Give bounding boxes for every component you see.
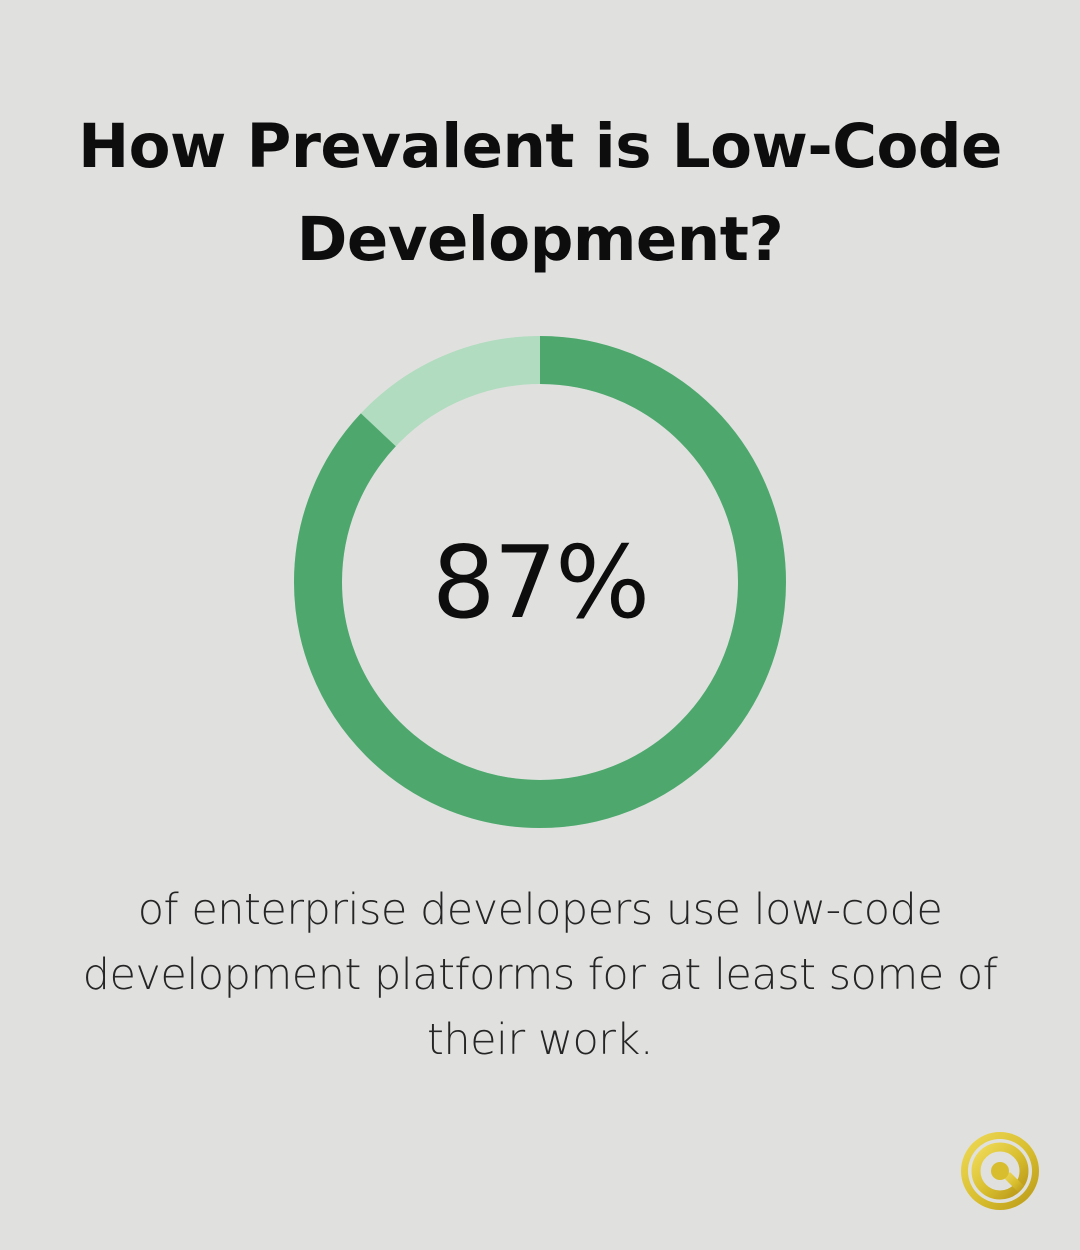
donut-chart-svg (294, 336, 786, 828)
donut-center-label: 87% (431, 523, 650, 641)
logo-center-dot (991, 1162, 1009, 1180)
logo-q-tail (1004, 1172, 1024, 1192)
brand-logo-icon (961, 1132, 1039, 1210)
logo-q-ring (971, 1142, 1029, 1200)
donut-chart: 87% (290, 332, 790, 832)
stat-description: of enterprise developers use low-code de… (82, 885, 998, 1065)
page-title: How Prevalent is Low-Code Development? (78, 111, 1002, 275)
donut-value-slice (294, 336, 786, 828)
